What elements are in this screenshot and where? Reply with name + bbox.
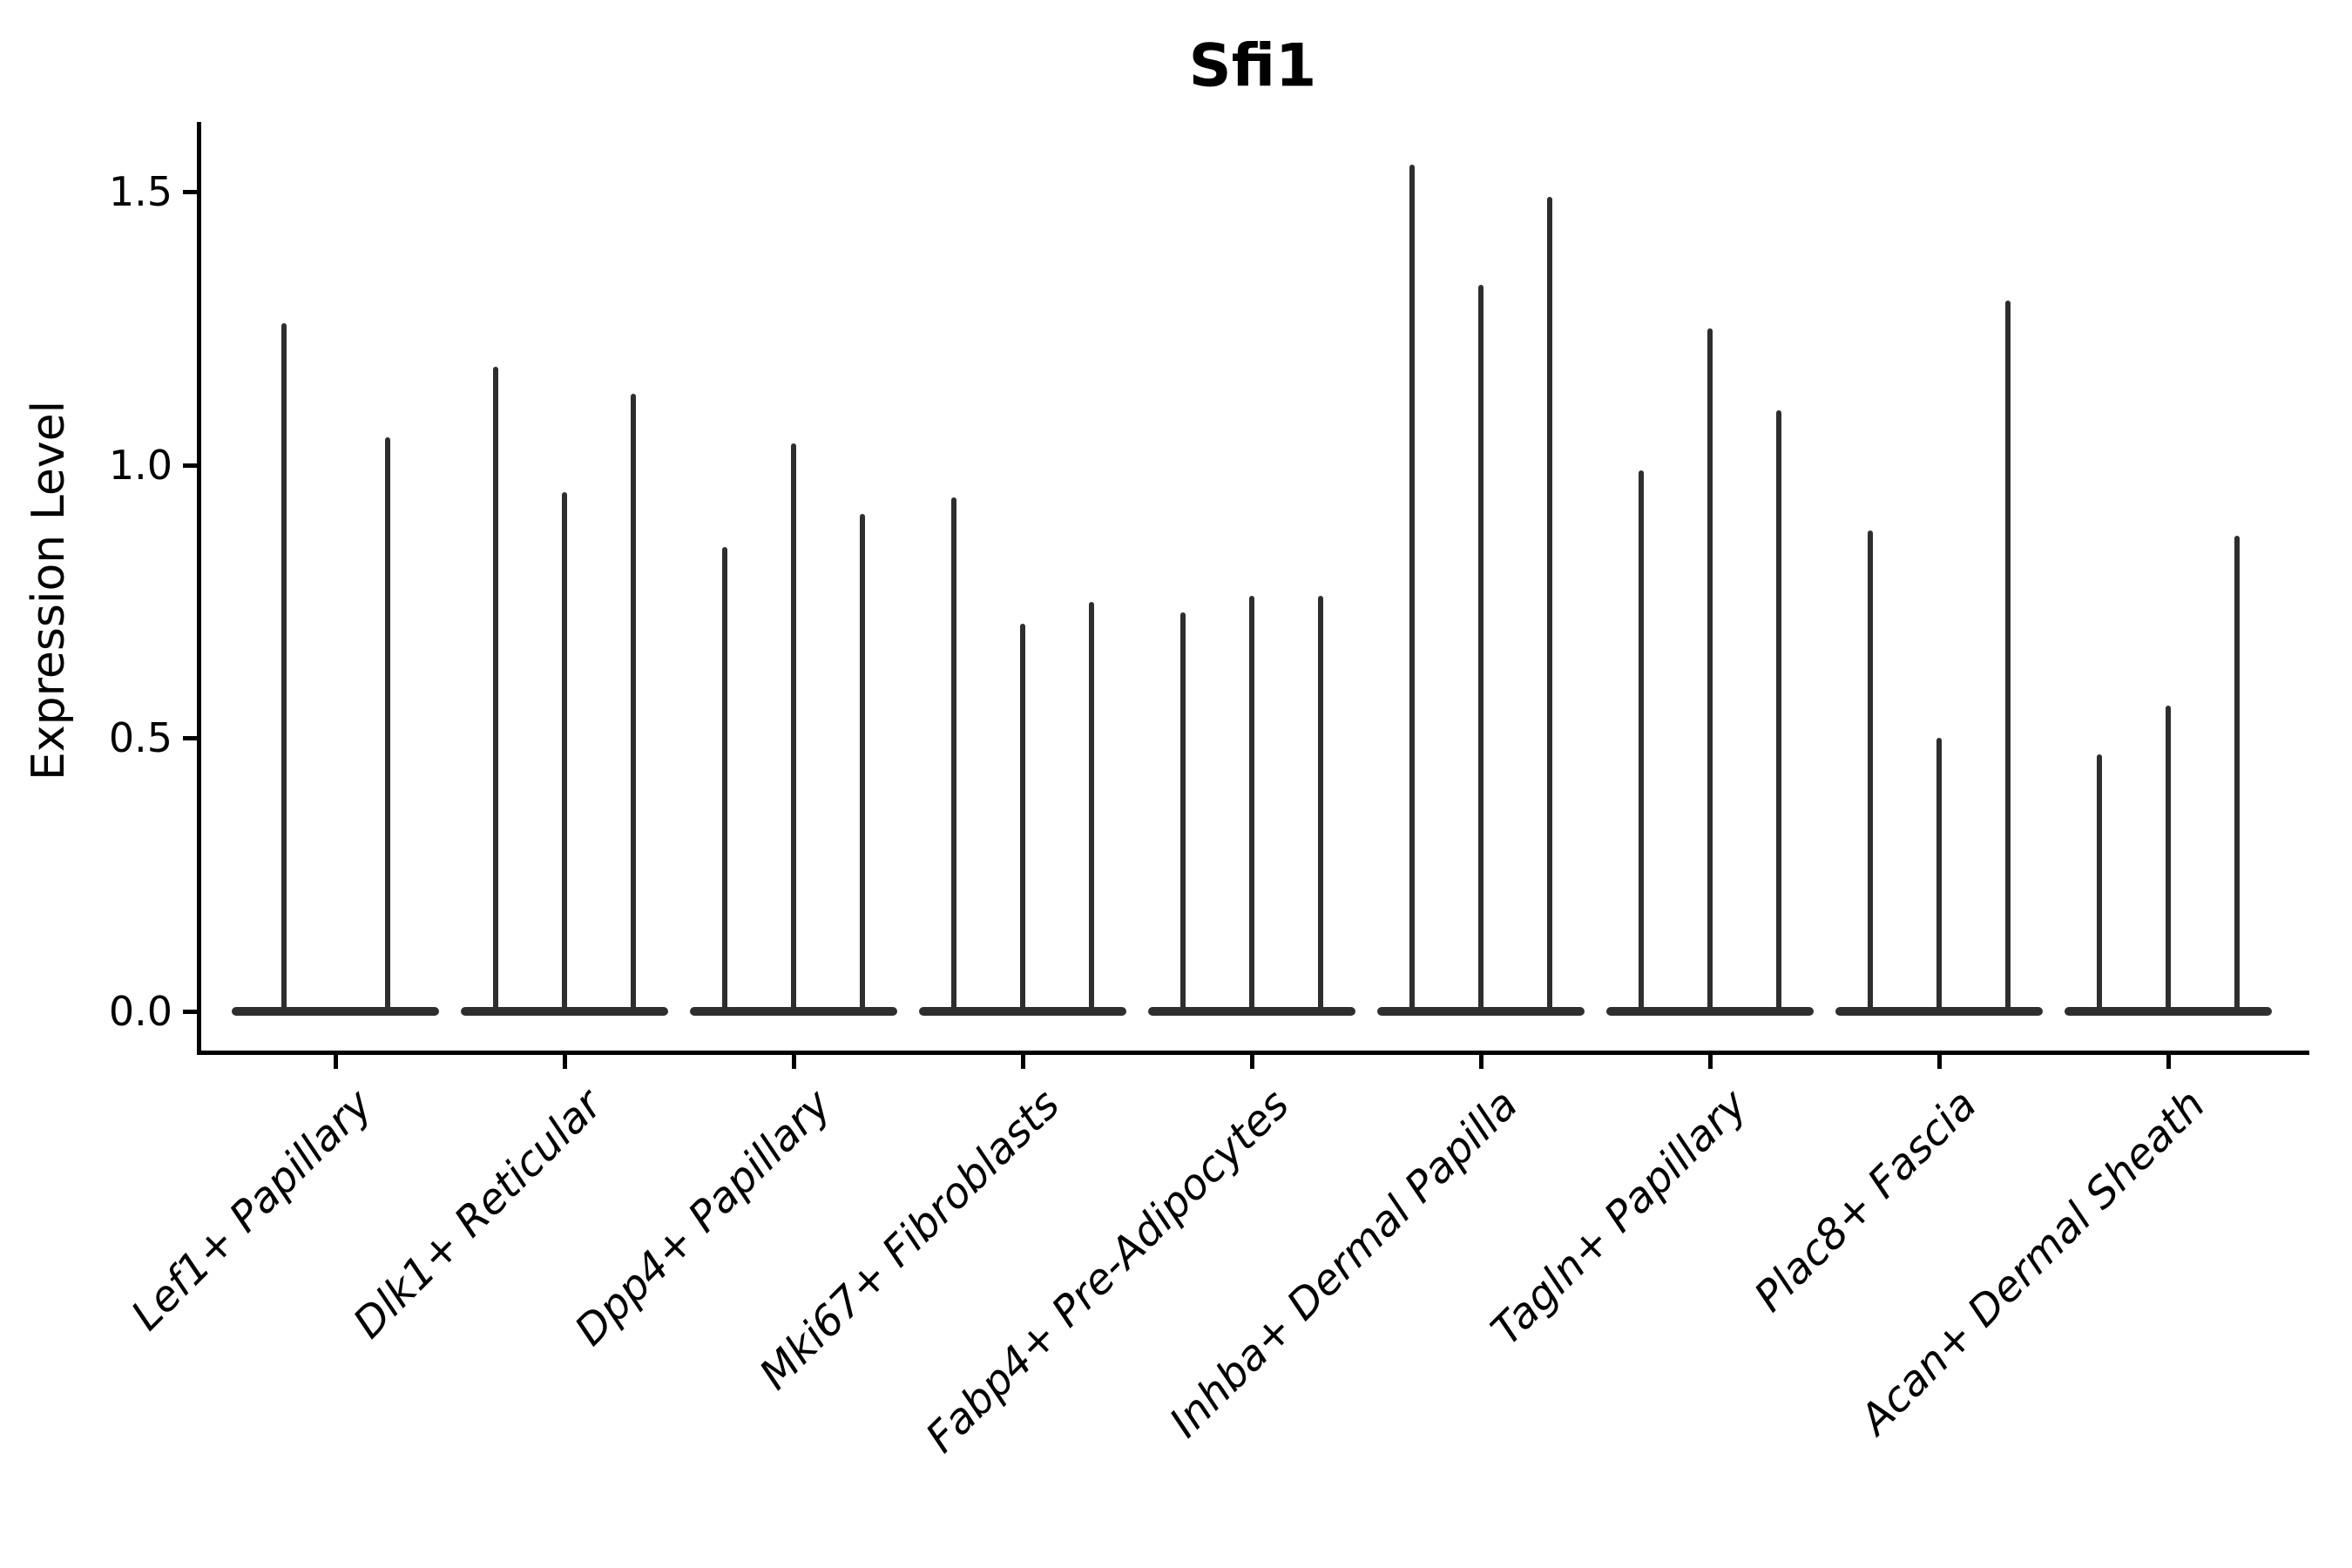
y-tick-mark-1.5 xyxy=(183,190,197,194)
violin-spike xyxy=(1936,738,1942,1016)
y-tick-label-0.0: 0.0 xyxy=(108,988,172,1035)
y-axis-line xyxy=(197,122,201,1055)
violin-spike xyxy=(2234,536,2240,1016)
violin-spike xyxy=(492,366,498,1016)
y-tick-mark-1.0 xyxy=(183,463,197,468)
x-tick-label: Fabp4+ Pre-Adipocytes xyxy=(916,1080,1299,1463)
y-tick-label-1.5: 1.5 xyxy=(108,168,172,215)
x-tick-mark xyxy=(1937,1055,1942,1069)
violin-spike xyxy=(1020,623,1025,1016)
x-tick-mark xyxy=(1479,1055,1484,1069)
violin-spike xyxy=(280,322,287,1016)
y-tick-label-0.5: 0.5 xyxy=(108,714,172,762)
y-tick-mark-0.0 xyxy=(183,1010,197,1014)
violin-spike xyxy=(384,437,390,1016)
violin-spike xyxy=(1179,612,1186,1016)
x-tick-mark xyxy=(1708,1055,1713,1069)
violin-spike xyxy=(1547,197,1553,1016)
violin-spike xyxy=(860,514,866,1016)
violin-spike xyxy=(791,443,796,1016)
x-tick-label: Plac8+ Fascia xyxy=(1744,1080,1986,1321)
violin-spike xyxy=(631,394,637,1016)
violin-spike xyxy=(1707,328,1713,1016)
x-tick-mark xyxy=(792,1055,796,1069)
x-tick-label: Dlk1+ Reticular xyxy=(343,1080,612,1348)
violin-spike xyxy=(1776,409,1782,1016)
x-tick-mark xyxy=(2166,1055,2171,1069)
x-axis-line xyxy=(197,1051,2309,1055)
violin-spike xyxy=(1638,470,1644,1016)
violin-spike xyxy=(1478,284,1484,1016)
y-tick-label-1.0: 1.0 xyxy=(108,441,172,489)
x-tick-label: Lef1+ Papillary xyxy=(122,1080,382,1341)
violin-spike xyxy=(2096,754,2102,1016)
violin-spike xyxy=(721,546,727,1016)
violin-spike xyxy=(950,497,956,1016)
x-tick-mark xyxy=(563,1055,567,1069)
violin-spike xyxy=(1409,164,1415,1016)
violin-spike xyxy=(2005,301,2011,1016)
x-tick-label: Dpp4+ Papillary xyxy=(565,1080,841,1355)
plot-title: Sfi1 xyxy=(1188,31,1317,101)
violin-base xyxy=(232,1007,439,1016)
x-tick-mark xyxy=(334,1055,338,1069)
x-tick-label: Tagln+ Papillary xyxy=(1482,1080,1757,1355)
violin-spike xyxy=(1249,596,1254,1016)
y-tick-mark-0.5 xyxy=(183,736,197,741)
x-tick-mark xyxy=(1250,1055,1254,1069)
violin-spike xyxy=(2166,705,2171,1016)
violin-spike xyxy=(1867,530,1873,1016)
violin-spike xyxy=(1318,596,1324,1016)
violin-spike xyxy=(1089,601,1095,1016)
x-tick-mark xyxy=(1021,1055,1025,1069)
violin-spike xyxy=(562,492,567,1016)
